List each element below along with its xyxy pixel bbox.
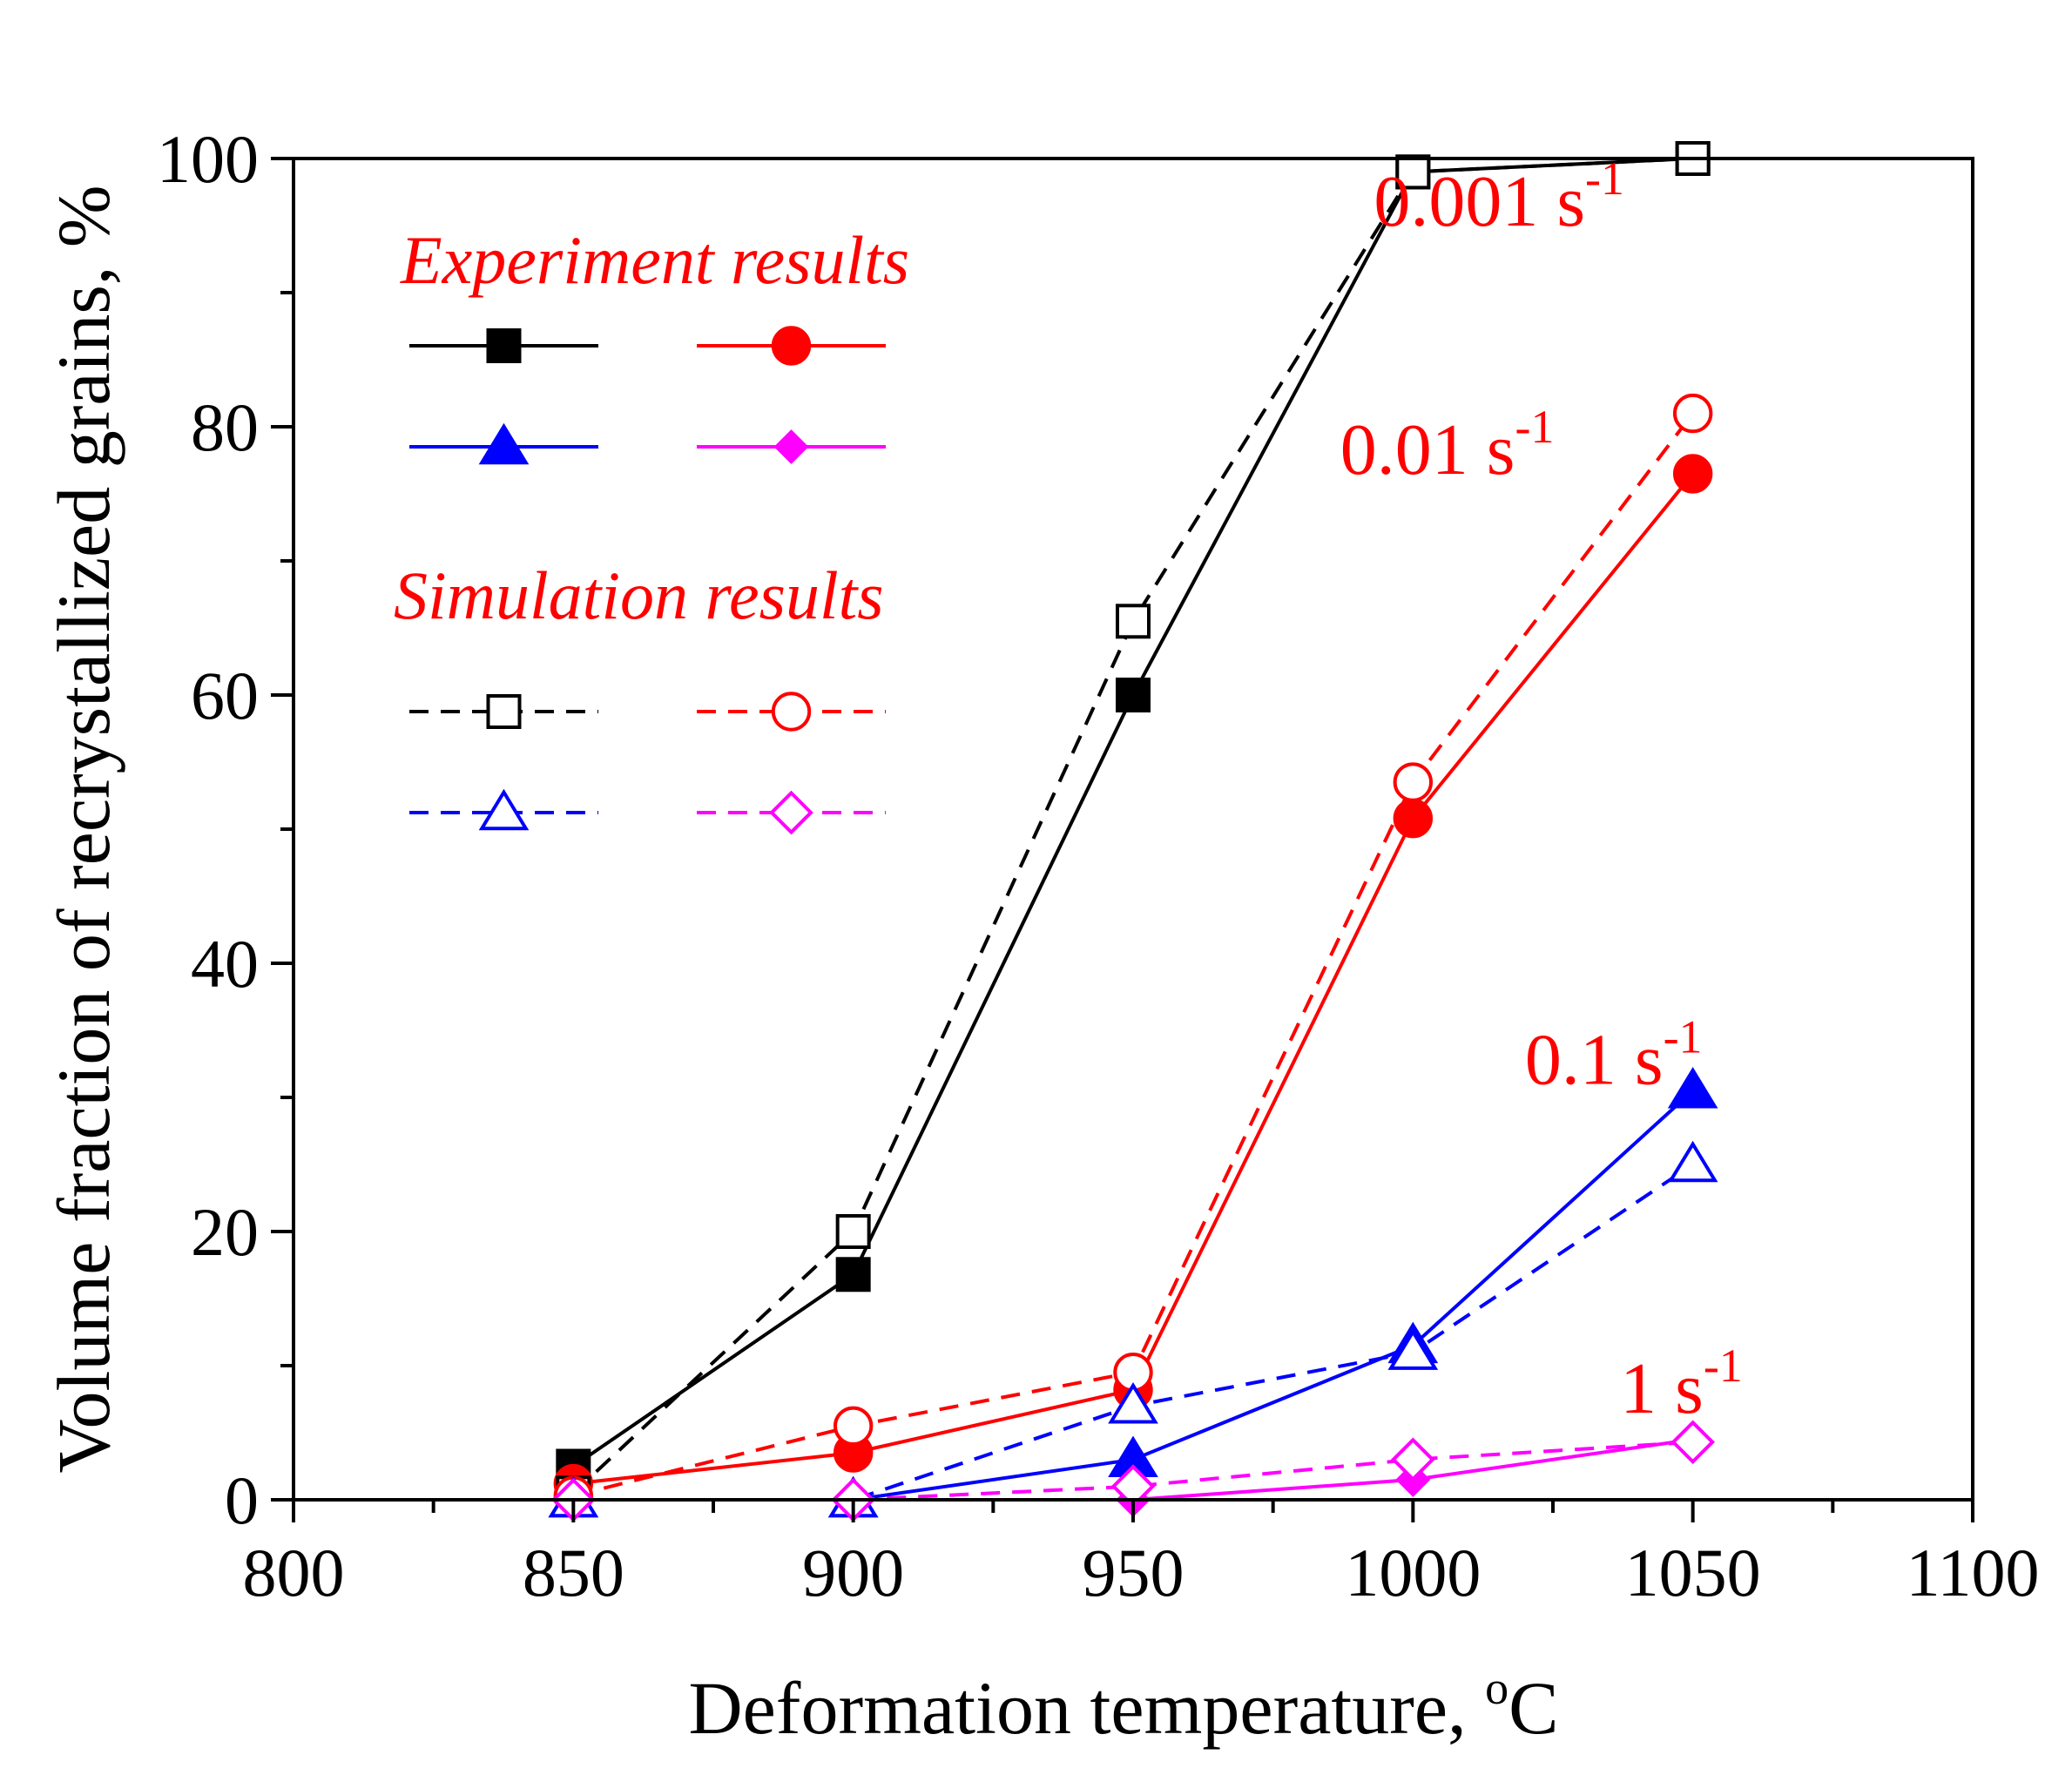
y-tick-label: 40 bbox=[191, 926, 259, 1002]
legend-marker-experiment-1 bbox=[773, 429, 809, 464]
simulation-point-0p1 bbox=[1108, 1381, 1158, 1424]
x-tick-label: 1000 bbox=[1345, 1535, 1481, 1610]
x-tick-label: 900 bbox=[802, 1535, 904, 1610]
legend-marker-simulation-1 bbox=[769, 790, 813, 835]
y-tick-label: 0 bbox=[225, 1462, 259, 1538]
experiment-point-0p1 bbox=[1667, 1067, 1718, 1109]
simulation-point-1 bbox=[1670, 1420, 1715, 1465]
y-axis-label: Volume fraction of recrystallized grains… bbox=[42, 185, 125, 1473]
x-tick-label: 800 bbox=[243, 1535, 345, 1610]
series-layer bbox=[571, 157, 1695, 1502]
plot-frame bbox=[292, 157, 1974, 1502]
markers-layer bbox=[548, 141, 1718, 1522]
legend-marker-simulation-0p01 bbox=[771, 692, 812, 732]
strain-rate-label: 0.1 s-1 bbox=[1525, 1011, 1703, 1101]
strain-rate-label: 0.001 s-1 bbox=[1373, 152, 1624, 242]
simulation-point-1 bbox=[1391, 1437, 1435, 1482]
y-tick-label: 80 bbox=[191, 389, 259, 465]
legend-title-experiment: Experiment results bbox=[400, 222, 909, 298]
annotations-layer: 0.001 s-1 0.01 s-1 0.1 s-1 1 s-1 bbox=[1340, 152, 1743, 1429]
simulation-point-0p01 bbox=[833, 1406, 874, 1447]
legend-marker-experiment-0p001 bbox=[486, 328, 522, 363]
legend-marker-simulation-0p001 bbox=[486, 694, 522, 729]
simulation-point-0p01 bbox=[1672, 393, 1713, 434]
legend-title-simulation: Simulation results bbox=[394, 557, 884, 633]
legend: Experiment results Simulation results bbox=[394, 222, 909, 835]
simulation-point-0p001 bbox=[1116, 604, 1151, 639]
simulation-point-0p001 bbox=[1395, 154, 1431, 190]
simulation-line-0p001 bbox=[571, 157, 1693, 1495]
simulation-point-0p001 bbox=[835, 1214, 871, 1249]
y-tick-label: 60 bbox=[191, 658, 259, 733]
x-axis-label: Deformation temperature, oC bbox=[689, 1662, 1559, 1750]
experiment-point-0p01 bbox=[1393, 798, 1434, 839]
x-tick-label: 850 bbox=[523, 1535, 624, 1610]
strain-rate-label: 0.01 s-1 bbox=[1340, 401, 1555, 490]
strain-rate-label: 1 s-1 bbox=[1620, 1340, 1743, 1429]
simulation-point-0p1 bbox=[1667, 1140, 1718, 1183]
experiment-point-0p001 bbox=[835, 1257, 871, 1292]
y-tick-label: 100 bbox=[157, 121, 259, 197]
legend-marker-experiment-0p01 bbox=[771, 326, 812, 366]
simulation-point-0p1 bbox=[1387, 1328, 1439, 1370]
simulation-point-0p01 bbox=[1393, 762, 1434, 802]
legend-marker-simulation-0p1 bbox=[478, 788, 530, 831]
legend-marker-experiment-0p1 bbox=[478, 422, 530, 465]
x-tick-label: 1050 bbox=[1625, 1535, 1761, 1610]
axes-layer: 800 850 900 950 1000 1050 1100 0 20 40 60 80 100 bbox=[157, 121, 2040, 1610]
y-tick-label: 20 bbox=[191, 1194, 259, 1270]
x-tick-label: 1100 bbox=[1906, 1535, 2039, 1610]
experiment-point-0p001 bbox=[1116, 678, 1151, 712]
experiment-point-0p01 bbox=[1672, 454, 1713, 494]
x-tick-label: 950 bbox=[1083, 1535, 1184, 1610]
